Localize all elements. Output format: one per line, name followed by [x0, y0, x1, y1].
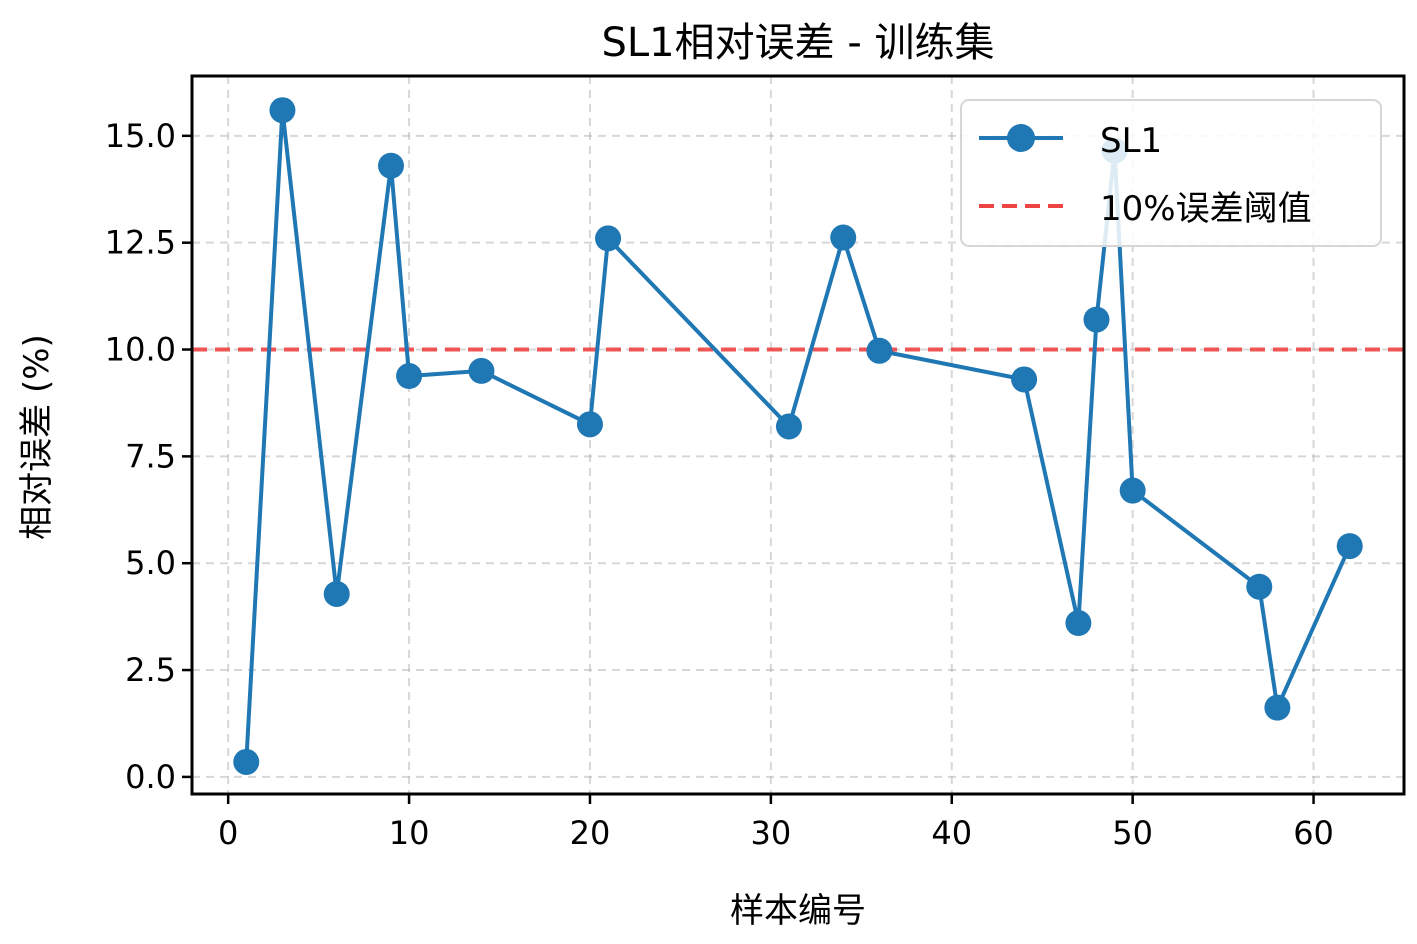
data-point	[1119, 477, 1146, 504]
data-point	[1011, 366, 1038, 393]
legend: SL1 10%误差阈值	[960, 99, 1382, 247]
legend-label-threshold: 10%误差阈值	[1100, 189, 1312, 229]
y-tick-label: 5.0	[125, 544, 176, 582]
data-point	[323, 580, 350, 607]
y-axis-title: 相对误差 (%)	[17, 334, 57, 540]
x-tick-label: 40	[931, 814, 972, 852]
data-point	[595, 225, 622, 252]
y-tick-label: 12.5	[105, 224, 176, 262]
data-point	[468, 357, 495, 384]
y-tick-label: 7.5	[125, 437, 176, 475]
x-tick-label: 60	[1293, 814, 1334, 852]
x-tick-label: 0	[218, 814, 238, 852]
data-point	[396, 363, 423, 390]
data-point	[775, 413, 802, 440]
data-point	[1264, 694, 1291, 721]
legend-marker-sl1	[1007, 124, 1035, 152]
x-tick-label: 50	[1112, 814, 1153, 852]
y-tick-label: 15.0	[105, 117, 176, 155]
data-point	[269, 97, 296, 124]
data-point	[866, 337, 893, 364]
data-point	[830, 224, 857, 251]
y-tick-label: 10.0	[105, 331, 176, 369]
data-point	[1246, 573, 1273, 600]
data-point	[1336, 533, 1363, 560]
data-point	[576, 411, 603, 438]
data-point	[1083, 306, 1110, 333]
x-tick-label: 10	[389, 814, 430, 852]
x-tick-label: 30	[751, 814, 792, 852]
y-tick-label: 0.0	[125, 758, 176, 796]
x-tick-label: 20	[570, 814, 611, 852]
y-tick-label: 2.5	[125, 651, 176, 689]
x-axis-ticks: 0 10 20 30 40 50 60	[218, 794, 1334, 852]
plot-frame	[190, 74, 1406, 796]
x-axis-title: 样本编号	[730, 891, 866, 931]
data-point	[233, 748, 260, 775]
y-axis-ticks: 0.0 2.5 5.0 7.5 10.0 12.5 15.0	[105, 117, 192, 796]
legend-label-sl1: SL1	[1100, 121, 1162, 161]
chart-title: SL1相对误差 - 训练集	[602, 20, 995, 66]
legend-box	[960, 99, 1382, 247]
data-point	[1065, 610, 1092, 637]
data-point	[377, 152, 404, 179]
